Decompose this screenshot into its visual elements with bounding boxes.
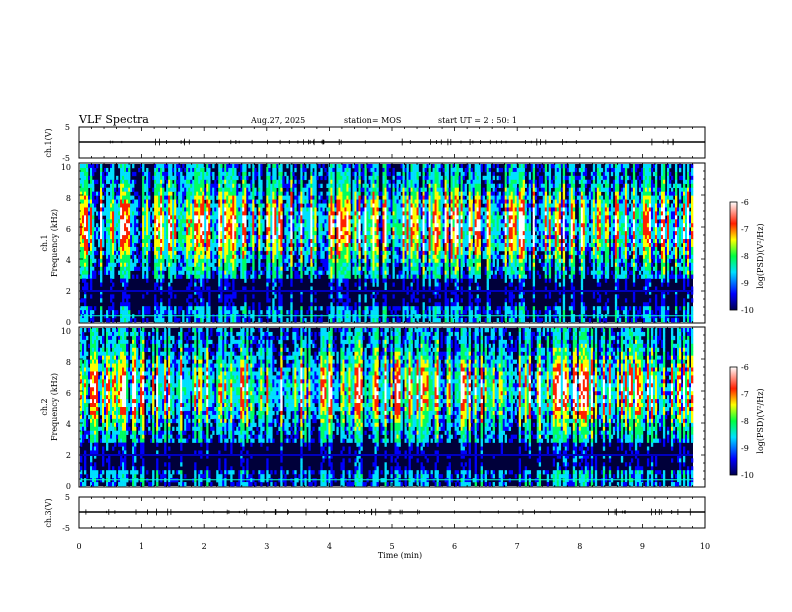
ch3-waveform-spikes (85, 508, 691, 516)
ch3-waveform-panel: 5 -5 ch.3(V) (44, 493, 706, 533)
ch2-spectrogram-panel: 0 2 4 6 8 10 ch.2 Frequency (kHz) (40, 326, 706, 491)
x-tick-label-10: 10 (700, 542, 710, 551)
x-tick-label-3: 3 (264, 542, 269, 551)
ch2-freq-tick-2: 2 (66, 451, 71, 460)
ch1-spectrogram-channel: ch.1 (40, 234, 49, 251)
x-axis-title: Time (min) (378, 551, 422, 560)
figure-station: station= MOS (344, 116, 401, 125)
ch1-freq-tick-10: 10 (61, 163, 71, 172)
ch2-spectrogram-channel: ch.2 (40, 398, 49, 415)
ch1-spectrogram-ylabel: Frequency (kHz) (50, 209, 59, 277)
ch2-spectrogram-image (80, 328, 694, 487)
ch2-cbar-tick-m6: -6 (741, 363, 749, 372)
ch2-colorbar: -6 -7 -8 -9 -10 log(PSD)(V²/Hz) (729, 363, 765, 480)
x-axis-ticks (78, 127, 706, 528)
x-tick-label-2: 2 (202, 542, 207, 551)
ch1-freq-tick-2: 2 (66, 287, 71, 296)
x-axis-labels: 0 1 2 3 4 5 6 7 8 9 10 Time (min) (76, 542, 710, 560)
ch2-freq-tick-10: 10 (61, 327, 71, 336)
ch1-freq-tick-8: 8 (66, 194, 71, 203)
ch1-colorbar: -6 -7 -8 -9 -10 log(PSD)(V²/Hz) (729, 198, 765, 315)
x-tick-label-4: 4 (327, 542, 332, 551)
ch2-cbar-tick-m7: -7 (741, 390, 749, 399)
ch2-freq-tick-6: 6 (66, 389, 71, 398)
ch2-freq-tick-8: 8 (66, 358, 71, 367)
x-tick-label-5: 5 (389, 542, 394, 551)
x-tick-label-8: 8 (577, 542, 582, 551)
ch1-freq-tick-6: 6 (66, 225, 71, 234)
x-tick-label-7: 7 (515, 542, 520, 551)
ch1-cbar-tick-m6: -6 (741, 198, 749, 207)
ch1-colorbar-label: log(PSD)(V²/Hz) (756, 223, 765, 288)
ch3-ytick-bottom: -5 (62, 524, 70, 533)
ch2-freq-tick-0: 0 (66, 482, 71, 491)
ch2-spectrogram-ylabel: Frequency (kHz) (50, 373, 59, 441)
ch2-cbar-tick-m8: -8 (741, 417, 749, 426)
ch1-freq-tick-4: 4 (66, 256, 71, 265)
ch2-cbar-tick-m10: -10 (741, 471, 754, 480)
ch1-cbar-tick-m7: -7 (741, 225, 749, 234)
ch2-cbar-tick-m9: -9 (741, 444, 749, 453)
x-tick-label-0: 0 (76, 542, 81, 551)
ch1-cbar-tick-m8: -8 (741, 252, 749, 261)
ch2-colorbar-label: log(PSD)(V²/Hz) (756, 388, 765, 453)
ch1-spectrogram-image (80, 164, 694, 323)
ch3-ytick-top: 5 (65, 493, 70, 502)
ch2-freq-tick-4: 4 (66, 420, 71, 429)
ch1-cbar-tick-m9: -9 (741, 279, 749, 288)
ch3-waveform-ylabel: ch.3(V) (44, 498, 53, 527)
x-tick-label-1: 1 (139, 542, 144, 551)
figure-date: Aug.27, 2025 (250, 116, 305, 125)
ch1-cbar-tick-m10: -10 (741, 306, 754, 315)
x-tick-label-6: 6 (452, 542, 457, 551)
figure-title: VLF Spectra (78, 113, 149, 126)
ch1-ytick-bottom: -5 (62, 154, 70, 163)
ch1-spectrogram-panel: 0 2 4 6 8 10 ch.1 Frequency (kHz) (40, 162, 706, 327)
ch1-waveform-ylabel: ch.1(V) (44, 128, 53, 157)
ch1-waveform-spikes (109, 138, 674, 146)
figure-start-time: start UT = 2 : 50: 1 (438, 116, 517, 125)
x-tick-label-9: 9 (640, 542, 645, 551)
ch1-ytick-top: 5 (65, 123, 70, 132)
ch1-freq-tick-0: 0 (66, 318, 71, 327)
ch1-waveform-panel: 5 -5 ch.1(V) (44, 123, 706, 163)
